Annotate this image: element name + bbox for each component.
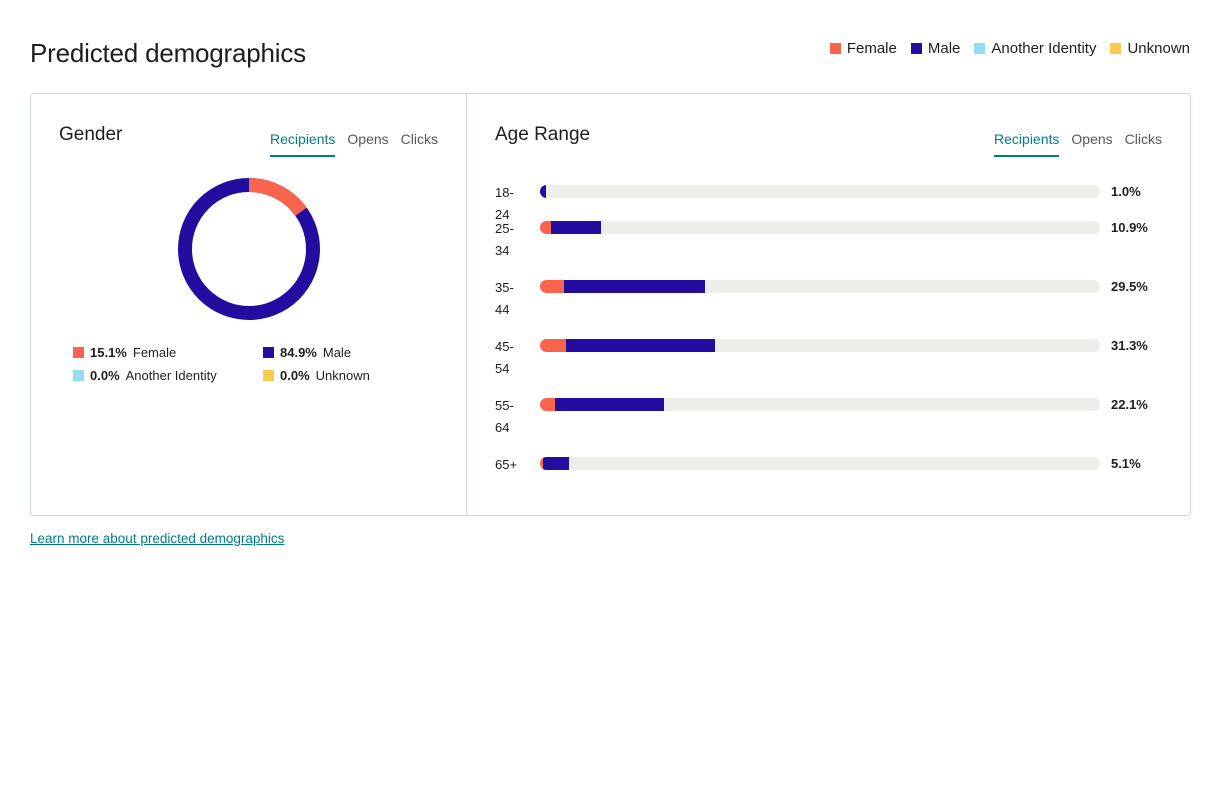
legend-label-another-identity: Another Identity — [991, 40, 1097, 57]
unknown-swatch-icon — [263, 370, 274, 381]
male-swatch-icon — [263, 347, 274, 358]
age-label: 55- 64 — [495, 395, 525, 439]
age-tab-recipients[interactable]: Recipients — [994, 131, 1060, 157]
age-bar-female — [540, 457, 543, 470]
gender-tab-recipients[interactable]: Recipients — [270, 131, 336, 157]
age-label-line1: 35- — [495, 280, 514, 295]
female-swatch-icon — [829, 43, 841, 54]
another-identity-percent: 0.0% — [90, 368, 120, 383]
age-label-line1: 55- — [495, 398, 514, 413]
age-label: 18-24 — [495, 182, 525, 226]
legend-label-male: Male — [927, 40, 961, 57]
age-value: 10.9% — [1111, 220, 1148, 235]
gender-tab-clicks[interactable]: Clicks — [400, 131, 438, 147]
gender-tabs: Recipients Opens Clicks — [270, 131, 438, 157]
gender-donut-chart — [178, 178, 320, 320]
age-bar-track — [540, 457, 1100, 470]
age-label-line2: 54 — [495, 361, 510, 376]
age-bar-male — [551, 221, 602, 234]
age-value: 1.0% — [1111, 184, 1141, 199]
male-percent: 84.9% — [280, 345, 317, 360]
gender-legend-another-identity: 0.0% Another Identity — [73, 368, 263, 383]
gender-legend-female: 15.1% Female — [73, 345, 263, 360]
male-label: Male — [322, 345, 352, 360]
age-label-line2: 44 — [495, 302, 510, 317]
age-label-line1: 18-24 — [495, 185, 514, 222]
age-bar-male — [542, 457, 569, 470]
age-value: 5.1% — [1111, 456, 1141, 471]
legend-item-another-identity: Another Identity — [974, 40, 1096, 57]
page-title: Predicted demographics — [30, 38, 306, 68]
age-value: 31.3% — [1111, 338, 1148, 353]
age-label-line2: 34 — [495, 243, 510, 258]
age-label: 25- 34 — [495, 218, 525, 262]
age-label: 35- 44 — [495, 277, 525, 321]
another-identity-swatch-icon — [974, 43, 986, 54]
age-label-line1: 65+ — [495, 457, 518, 472]
unknown-label: Unknown — [315, 368, 370, 383]
female-label: Female — [132, 345, 177, 360]
age-label: 45- 54 — [495, 336, 525, 380]
gender-panel: Gender Recipients Opens Clicks 15.1% Fem… — [31, 94, 467, 515]
gender-tab-opens[interactable]: Opens — [347, 131, 389, 147]
age-tab-clicks[interactable]: Clicks — [1124, 131, 1162, 147]
legend-item-male: Male — [910, 40, 961, 57]
age-bar-male — [540, 185, 546, 198]
legend-label-unknown: Unknown — [1127, 40, 1190, 57]
age-label-line2: 64 — [495, 420, 510, 435]
age-tab-opens[interactable]: Opens — [1071, 131, 1113, 147]
age-bar-female — [540, 339, 566, 352]
female-percent: 15.1% — [90, 345, 127, 360]
gender-legend-unknown: 0.0% Unknown — [263, 368, 423, 383]
age-bar-track — [540, 185, 1100, 198]
legend-item-female: Female — [829, 40, 897, 57]
age-bar-male — [565, 339, 716, 352]
age-bar-male — [554, 398, 664, 411]
age-title: Age Range — [495, 124, 591, 145]
age-bar-track — [540, 398, 1100, 411]
legend-item-unknown: Unknown — [1110, 40, 1190, 57]
age-bar-track — [540, 221, 1100, 234]
demographics-card: Gender Recipients Opens Clicks 15.1% Fem… — [30, 93, 1191, 516]
male-swatch-icon — [910, 43, 922, 54]
legend-label-female: Female — [846, 40, 897, 57]
age-bar-female — [540, 280, 564, 293]
age-bar-female — [540, 221, 552, 234]
age-label-line1: 25- — [495, 221, 514, 236]
gender-title: Gender — [59, 124, 123, 145]
another-identity-swatch-icon — [73, 370, 84, 381]
age-value: 22.1% — [1111, 397, 1148, 412]
age-bar-female — [540, 398, 555, 411]
age-label: 65+ — [495, 454, 525, 476]
age-bar-male — [563, 280, 706, 293]
unknown-swatch-icon — [1110, 43, 1122, 54]
age-bar-track — [540, 339, 1100, 352]
another-identity-label: Another Identity — [125, 368, 217, 383]
unknown-percent: 0.0% — [280, 368, 310, 383]
top-legend: Female Male Another Identity Unknown — [829, 40, 1190, 57]
age-label-line1: 45- — [495, 339, 514, 354]
gender-legend-male: 84.9% Male — [263, 345, 423, 360]
learn-more-link[interactable]: Learn more about predicted demographics — [30, 531, 285, 546]
gender-legend: 15.1% Female 84.9% Male 0.0% Another Ide… — [73, 345, 423, 383]
age-bar-track — [540, 280, 1100, 293]
age-panel: Age Range Recipients Opens Clicks 18-24 1… — [467, 94, 1190, 515]
age-value: 29.5% — [1111, 279, 1148, 294]
age-tabs: Recipients Opens Clicks — [994, 131, 1162, 157]
donut-female-arc — [178, 178, 320, 320]
female-swatch-icon — [73, 347, 84, 358]
